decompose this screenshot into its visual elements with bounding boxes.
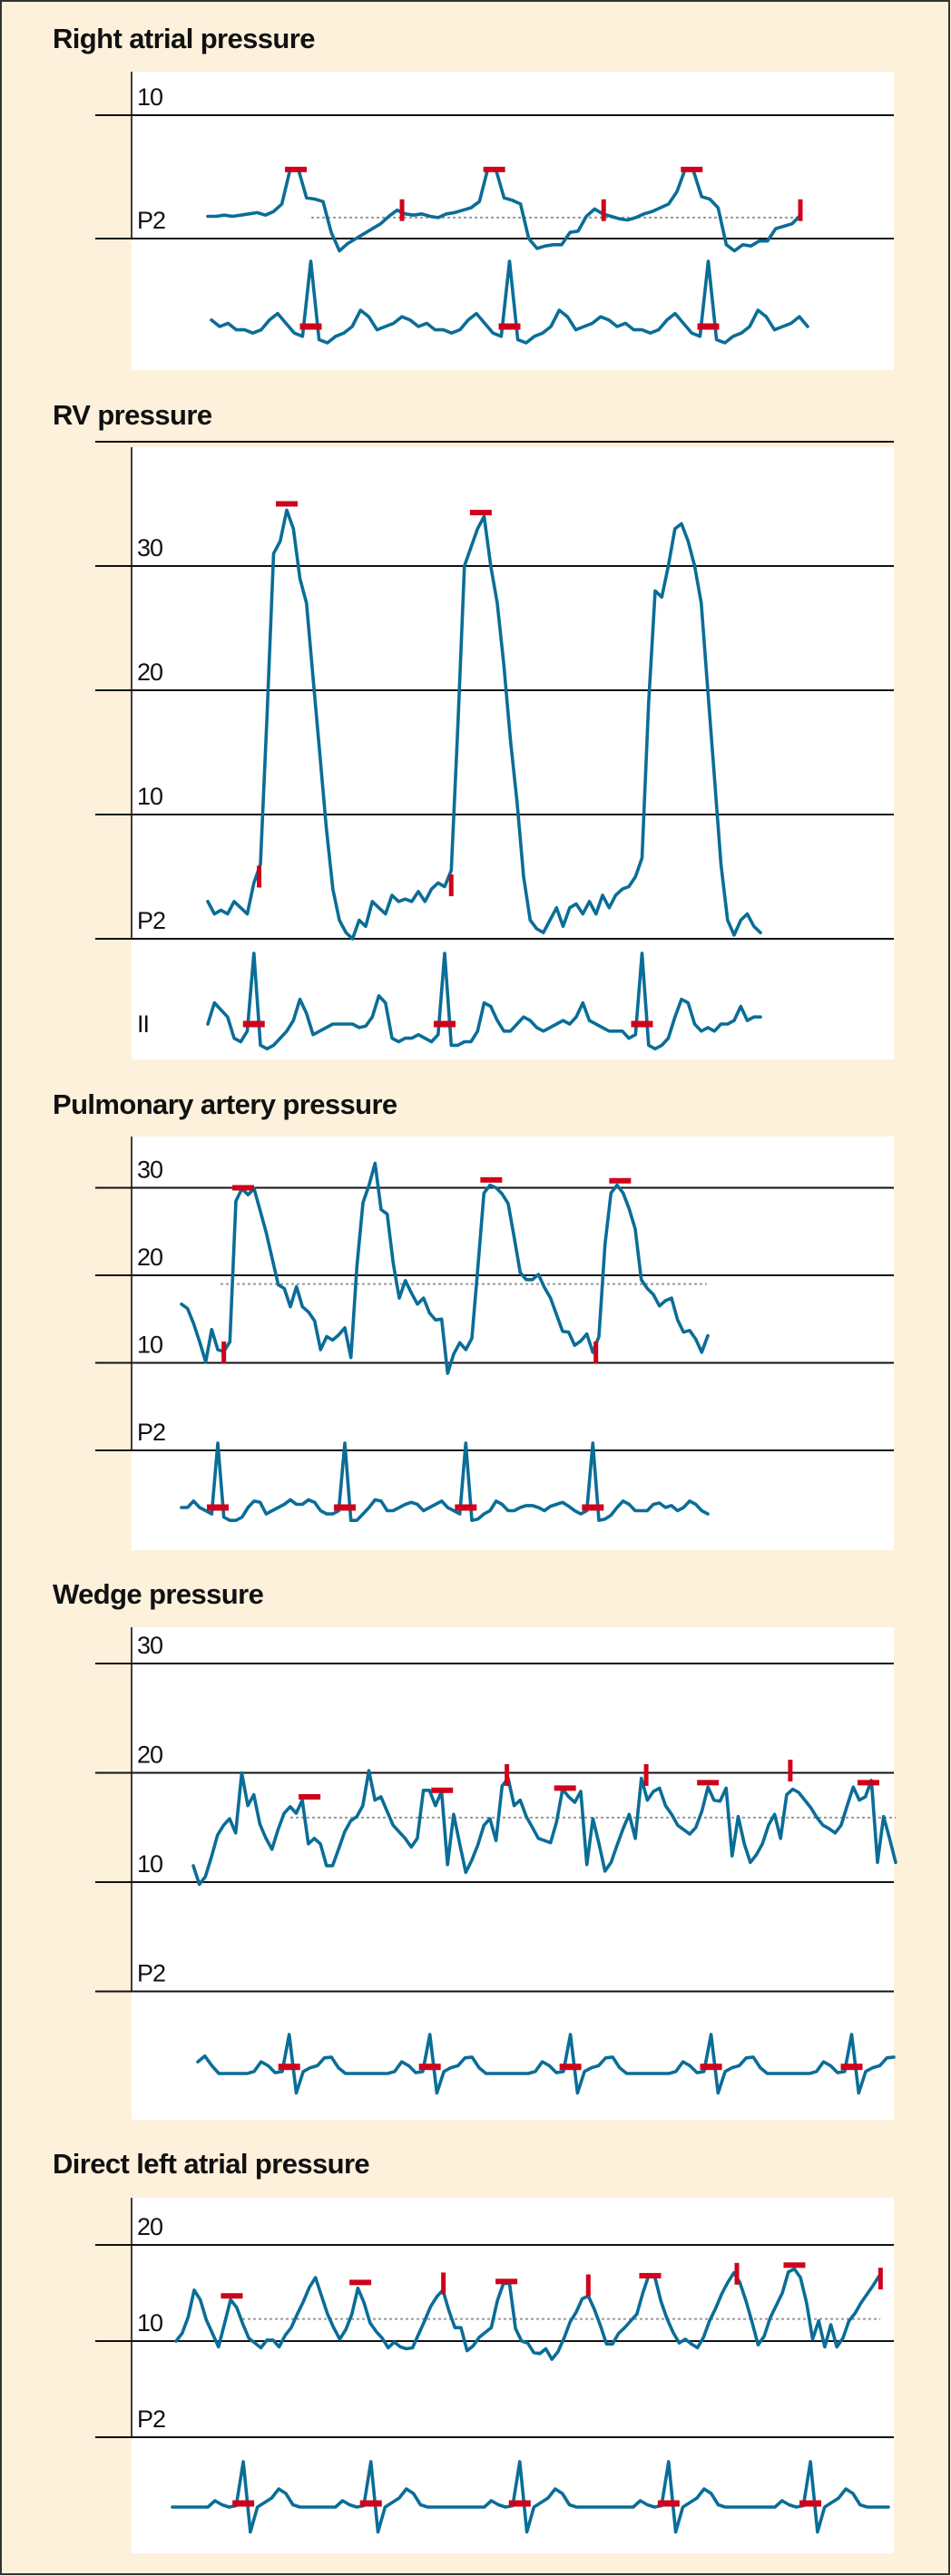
peak-marker bbox=[232, 1185, 254, 1191]
ecg-r-wave-marker bbox=[278, 2064, 300, 2071]
pressure-trace bbox=[174, 2267, 881, 2361]
tick-label: P2 bbox=[137, 207, 165, 234]
tick-label: P2 bbox=[137, 1960, 165, 1987]
ecg-r-wave-marker bbox=[232, 2500, 255, 2507]
plot-area bbox=[132, 1137, 894, 1550]
timing-tick-marker bbox=[441, 2272, 446, 2295]
plot-area bbox=[132, 2198, 894, 2553]
ecg-r-wave-marker bbox=[242, 1020, 265, 1028]
tick-label: P2 bbox=[137, 1419, 165, 1446]
tick-label: 20 bbox=[137, 2213, 162, 2240]
ecg-trace bbox=[180, 1441, 710, 1522]
tick-label: 10 bbox=[137, 1332, 162, 1359]
timing-tick-marker bbox=[601, 199, 606, 221]
plot-area bbox=[132, 1627, 894, 2120]
tick-label: P2 bbox=[137, 2405, 165, 2433]
timing-tick-marker bbox=[399, 199, 405, 221]
peak-marker bbox=[609, 1177, 632, 1184]
peak-marker bbox=[431, 1787, 454, 1793]
timing-tick-marker bbox=[734, 2262, 740, 2285]
tick-label: 10 bbox=[137, 783, 162, 810]
ecg-r-wave-marker bbox=[334, 1504, 356, 1511]
ecg-r-wave-marker bbox=[455, 1504, 477, 1511]
peak-marker bbox=[681, 166, 703, 172]
panel-title: RV pressure bbox=[53, 399, 212, 431]
timing-tick-marker bbox=[788, 1760, 793, 1782]
peak-marker bbox=[857, 1780, 879, 1786]
tick-label: 30 bbox=[137, 1156, 162, 1184]
peak-marker bbox=[276, 501, 298, 507]
peak-marker bbox=[221, 2293, 243, 2299]
timing-tick-marker bbox=[505, 1763, 510, 1786]
panel-title: Pulmonary artery pressure bbox=[53, 1088, 397, 1120]
pressure-trace bbox=[206, 168, 802, 253]
tick-label: 10 bbox=[137, 83, 162, 111]
ecg-r-wave-marker bbox=[799, 2500, 822, 2507]
timing-tick-marker bbox=[448, 874, 454, 897]
timing-tick-marker bbox=[798, 199, 803, 221]
tick-label: 20 bbox=[137, 659, 162, 686]
ecg-r-wave-marker bbox=[498, 323, 521, 330]
peak-marker bbox=[554, 1785, 576, 1791]
tick-label: 10 bbox=[137, 1850, 162, 1878]
ecg-r-wave-marker bbox=[207, 1504, 229, 1511]
tick-label: 20 bbox=[137, 1244, 162, 1271]
ecg-trace bbox=[196, 2033, 896, 2095]
tick-label: 10 bbox=[137, 2309, 162, 2337]
ecg-trace bbox=[206, 951, 762, 1051]
timing-tick-marker bbox=[257, 865, 262, 888]
panel-title: Right atrial pressure bbox=[53, 23, 315, 54]
peak-marker bbox=[495, 2278, 518, 2285]
peak-marker bbox=[469, 510, 492, 516]
ecg-r-wave-marker bbox=[697, 323, 720, 330]
peak-marker bbox=[349, 2279, 372, 2286]
ecg-r-wave-marker bbox=[359, 2500, 382, 2507]
ecg-r-wave-marker bbox=[582, 1504, 604, 1511]
peak-marker bbox=[299, 1794, 321, 1800]
peak-marker bbox=[639, 2272, 662, 2278]
ecg-lead-label: II bbox=[137, 1010, 149, 1038]
peak-marker bbox=[285, 166, 308, 172]
timing-tick-marker bbox=[221, 1341, 227, 1363]
timing-tick-marker bbox=[877, 2268, 883, 2290]
ecg-r-wave-marker bbox=[418, 2064, 441, 2071]
peak-marker bbox=[783, 2262, 806, 2269]
pressure-trace bbox=[206, 508, 762, 941]
tick-label: 30 bbox=[137, 534, 162, 561]
peak-marker bbox=[697, 1780, 720, 1786]
ecg-r-wave-marker bbox=[299, 323, 322, 330]
ecg-r-wave-marker bbox=[434, 1020, 456, 1028]
pressure-trace bbox=[191, 1769, 897, 1887]
tick-label: 30 bbox=[137, 1632, 162, 1659]
ecg-r-wave-marker bbox=[631, 1020, 653, 1028]
ecg-r-wave-marker bbox=[559, 2064, 582, 2071]
peak-marker bbox=[483, 166, 505, 172]
timing-tick-marker bbox=[643, 1763, 649, 1786]
panel-title: Direct left atrial pressure bbox=[53, 2148, 369, 2180]
ecg-trace bbox=[171, 2460, 890, 2534]
ecg-r-wave-marker bbox=[840, 2064, 863, 2071]
pressure-trace bbox=[180, 1161, 710, 1375]
timing-tick-marker bbox=[593, 1341, 599, 1363]
ecg-r-wave-marker bbox=[657, 2500, 680, 2507]
timing-tick-marker bbox=[585, 2274, 591, 2297]
ecg-trace bbox=[210, 259, 809, 345]
peak-marker bbox=[480, 1176, 503, 1183]
tick-label: P2 bbox=[137, 907, 165, 934]
ecg-r-wave-marker bbox=[508, 2500, 531, 2507]
tick-label: 20 bbox=[137, 1742, 162, 1769]
panel-title: Wedge pressure bbox=[53, 1578, 264, 1610]
ecg-r-wave-marker bbox=[700, 2064, 722, 2071]
